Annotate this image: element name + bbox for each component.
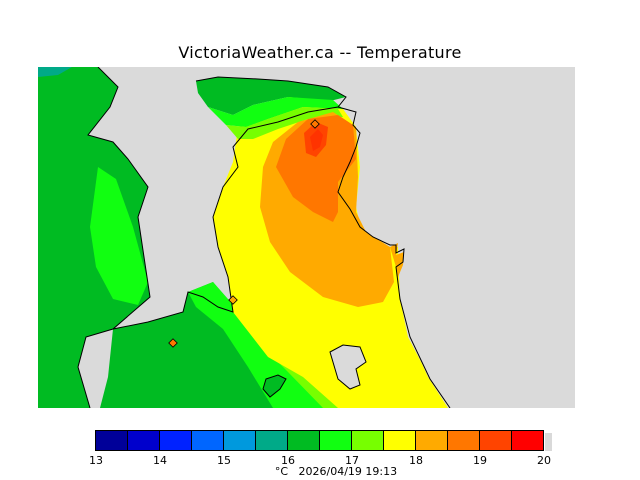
- legend-swatch: [320, 431, 352, 451]
- coastline-east: [337, 106, 451, 408]
- legend-swatch: [480, 431, 512, 451]
- temperature-map: [38, 67, 575, 408]
- north-inlet-green: [196, 77, 346, 115]
- island-2: [262, 374, 287, 398]
- legend-swatch: [96, 431, 128, 451]
- legend-swatch: [288, 431, 320, 451]
- legend-tick-label: 20: [537, 454, 551, 467]
- legend-swatch: [160, 431, 192, 451]
- hot-core: [310, 129, 323, 151]
- legend-swatch: [192, 431, 224, 451]
- legend-swatch: [448, 431, 480, 451]
- coastline-west: [77, 67, 151, 408]
- legend-tick-label: 18: [409, 454, 423, 467]
- legend-swatch: [352, 431, 384, 451]
- legend-swatch: [384, 431, 416, 451]
- legend-swatch: [256, 431, 288, 451]
- legend-tick-label: 17: [345, 454, 359, 467]
- timestamp: 2026/04/19 19:13: [298, 465, 398, 478]
- station-marker: [310, 119, 320, 129]
- legend-footer: °C 2026/04/19 19:13: [0, 465, 640, 478]
- east-land: [356, 67, 575, 408]
- station-marker: [168, 338, 178, 348]
- coastline-peninsula: [112, 76, 347, 330]
- color-legend: [96, 431, 544, 451]
- legend-tick-label: 15: [217, 454, 231, 467]
- legend-swatch: [416, 431, 448, 451]
- legend-tail: [545, 433, 552, 451]
- legend-tick-label: 14: [153, 454, 167, 467]
- legend-tick-label: 19: [473, 454, 487, 467]
- station-marker: [228, 295, 238, 305]
- legend-swatch: [512, 431, 544, 451]
- map-title: VictoriaWeather.ca -- Temperature: [178, 43, 462, 62]
- unit-label: °C: [274, 465, 289, 478]
- north-inlet-lime: [226, 107, 343, 139]
- west-water-teal: [38, 67, 72, 77]
- legend-tick-label: 13: [89, 454, 103, 467]
- legend-tick-label: 16: [281, 454, 295, 467]
- legend-swatch: [224, 431, 256, 451]
- island-1: [329, 344, 367, 390]
- hot-zone-darkorange: [276, 115, 356, 222]
- north-inlet-bright: [208, 97, 343, 127]
- legend-swatch: [128, 431, 160, 451]
- west-water-bright: [90, 167, 148, 305]
